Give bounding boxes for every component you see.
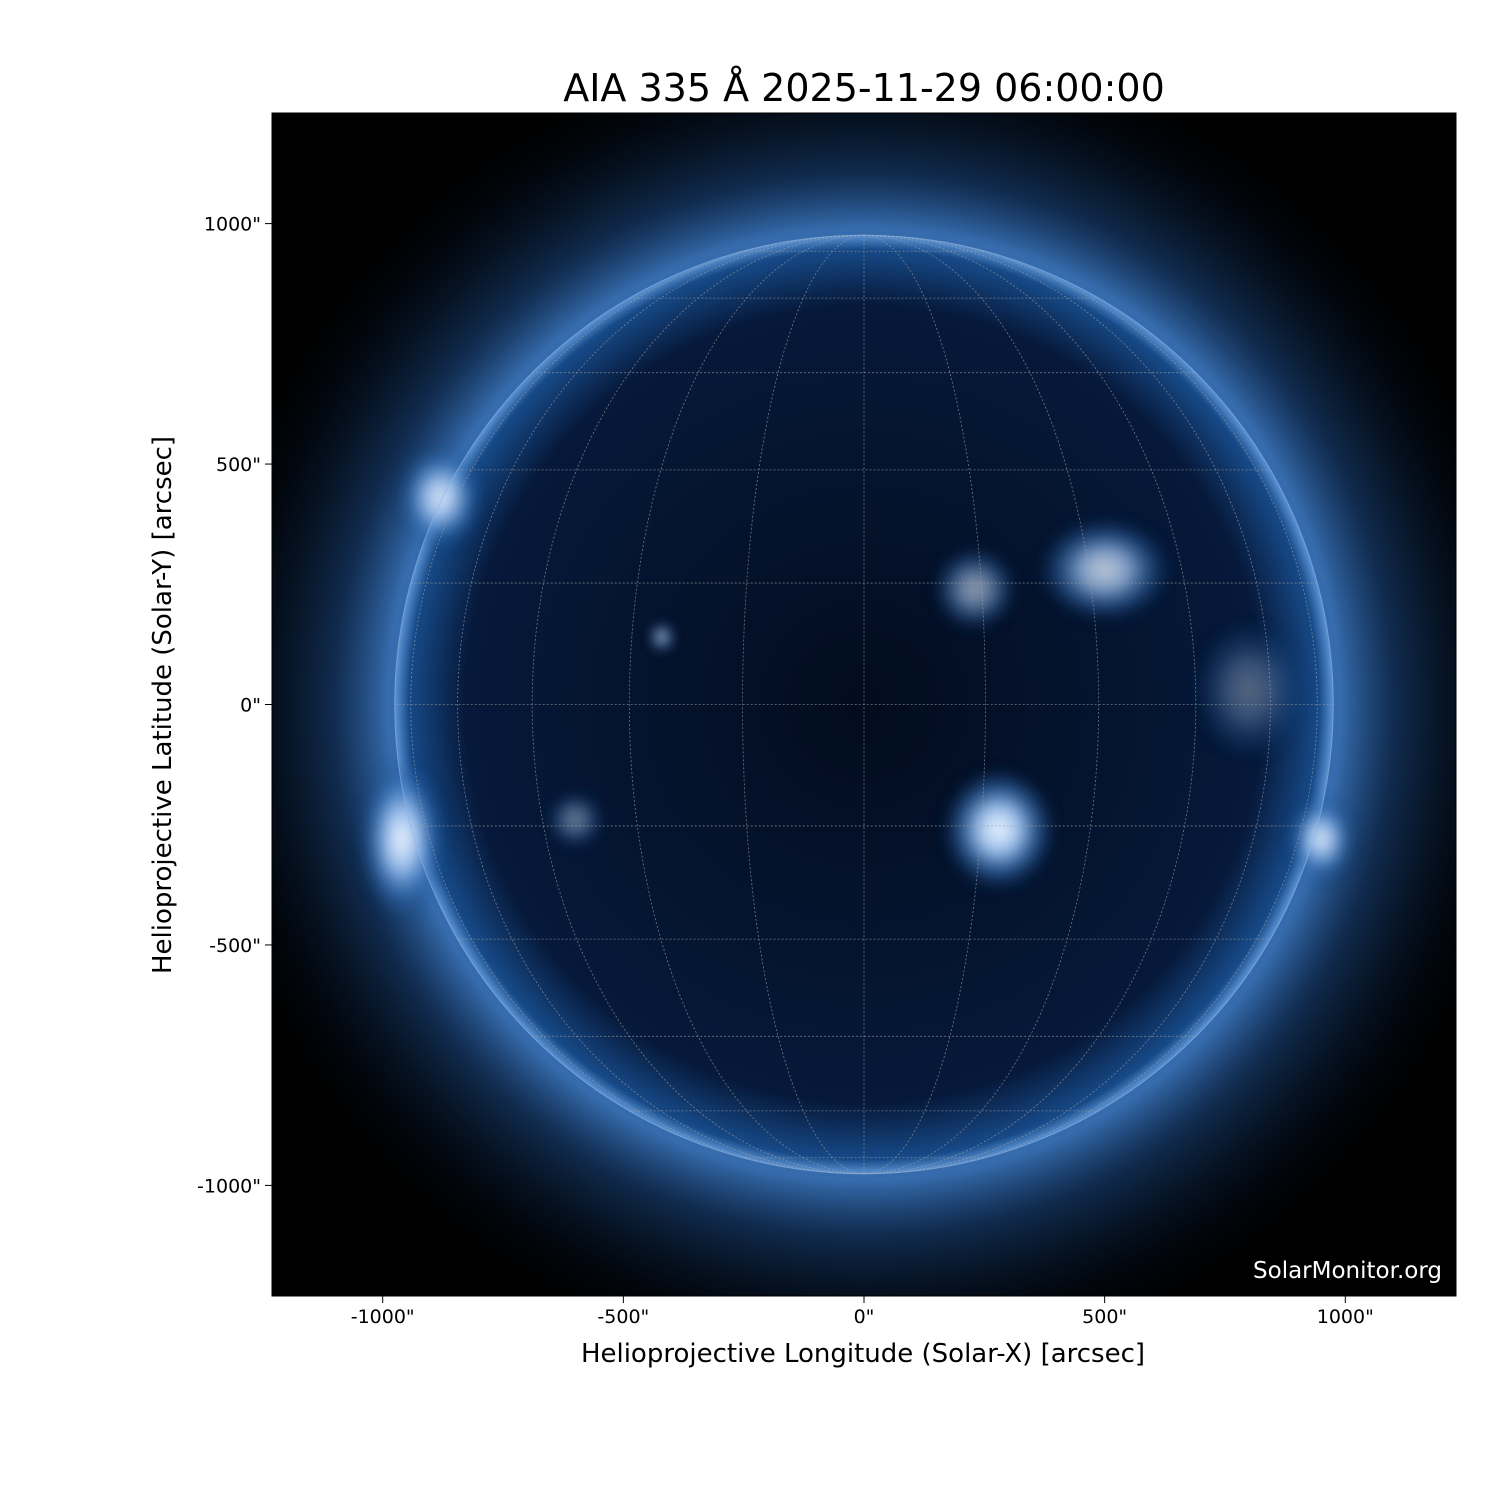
x-tick-label: -1000": [351, 1306, 415, 1328]
active-region: [358, 757, 446, 921]
x-axis-label: Helioprojective Longitude (Solar-X) [arc…: [581, 1339, 1145, 1369]
active-region: [546, 791, 605, 849]
y-axis-label: Helioprojective Latitude (Solar-Y) [arcs…: [148, 436, 178, 974]
x-tick-label: -500": [597, 1306, 649, 1328]
active-regions: [358, 444, 1355, 921]
y-tick-label: 1000": [204, 214, 261, 236]
x-tick-label: 1000": [1317, 1306, 1374, 1328]
heliographic-grid: [394, 234, 1334, 1175]
active-region: [941, 766, 1057, 893]
meridian-line: [628, 234, 865, 1175]
active-region: [397, 444, 484, 551]
y-axis-ticks: -1000" -500" 0" 500" 1000": [197, 214, 272, 1197]
active-region: [1287, 795, 1355, 883]
meridian-line: [863, 234, 1318, 1175]
meridian-line: [863, 234, 1100, 1175]
meridian-line: [742, 234, 865, 1175]
active-region: [1191, 617, 1307, 763]
limb-line: [394, 234, 1334, 1175]
y-tick-label: 500": [216, 454, 261, 476]
meridian-line: [457, 234, 865, 1175]
active-region: [649, 622, 674, 652]
plot-area: SolarMonitor.org: [272, 113, 1456, 1296]
y-tick-label: 0": [240, 695, 261, 717]
meridian-line: [863, 234, 1271, 1175]
active-region: [1037, 516, 1173, 623]
chart-title: AIA 335 Å 2025-11-29 06:00:00: [563, 66, 1165, 110]
watermark: SolarMonitor.org: [1253, 1258, 1442, 1284]
y-tick-label: -1000": [197, 1175, 261, 1197]
meridian-line: [863, 234, 986, 1175]
y-tick-label: -500": [209, 935, 261, 957]
meridian-line: [410, 234, 865, 1175]
x-axis-ticks: -1000" -500" 0" 500" 1000": [351, 1296, 1374, 1328]
active-region: [931, 545, 1019, 633]
x-tick-label: 0": [854, 1306, 875, 1328]
x-tick-label: 500": [1082, 1306, 1127, 1328]
